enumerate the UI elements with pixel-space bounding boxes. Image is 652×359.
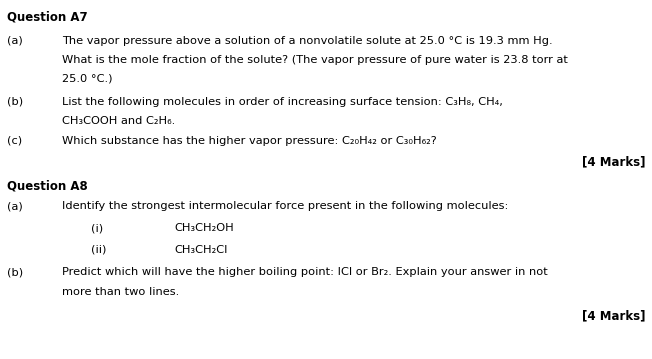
Text: [4 Marks]: [4 Marks]: [582, 309, 645, 322]
Text: CH₃CH₂Cl: CH₃CH₂Cl: [175, 245, 228, 255]
Text: The vapor pressure above a solution of a nonvolatile solute at 25.0 °C is 19.3 m: The vapor pressure above a solution of a…: [62, 36, 552, 46]
Text: (b): (b): [7, 97, 23, 107]
Text: (a): (a): [7, 36, 22, 46]
Text: Predict which will have the higher boiling point: ICl or Br₂. Explain your answe: Predict which will have the higher boili…: [62, 267, 548, 278]
Text: (i): (i): [91, 223, 104, 233]
Text: (ii): (ii): [91, 245, 107, 255]
Text: (c): (c): [7, 136, 22, 146]
Text: CH₃COOH and C₂H₆.: CH₃COOH and C₂H₆.: [62, 116, 175, 126]
Text: more than two lines.: more than two lines.: [62, 287, 179, 297]
Text: Question A7: Question A7: [7, 11, 87, 24]
Text: (a): (a): [7, 201, 22, 211]
Text: Identify the strongest intermolecular force present in the following molecules:: Identify the strongest intermolecular fo…: [62, 201, 509, 211]
Text: (b): (b): [7, 267, 23, 278]
Text: 25.0 °C.): 25.0 °C.): [62, 73, 112, 83]
Text: CH₃CH₂OH: CH₃CH₂OH: [175, 223, 235, 233]
Text: [4 Marks]: [4 Marks]: [582, 155, 645, 168]
Text: What is the mole fraction of the solute? (The vapor pressure of pure water is 23: What is the mole fraction of the solute?…: [62, 55, 568, 65]
Text: Question A8: Question A8: [7, 180, 87, 192]
Text: Which substance has the higher vapor pressure: C₂₀H₄₂ or C₃₀H₆₂?: Which substance has the higher vapor pre…: [62, 136, 437, 146]
Text: List the following molecules in order of increasing surface tension: C₃H₈, CH₄,: List the following molecules in order of…: [62, 97, 503, 107]
